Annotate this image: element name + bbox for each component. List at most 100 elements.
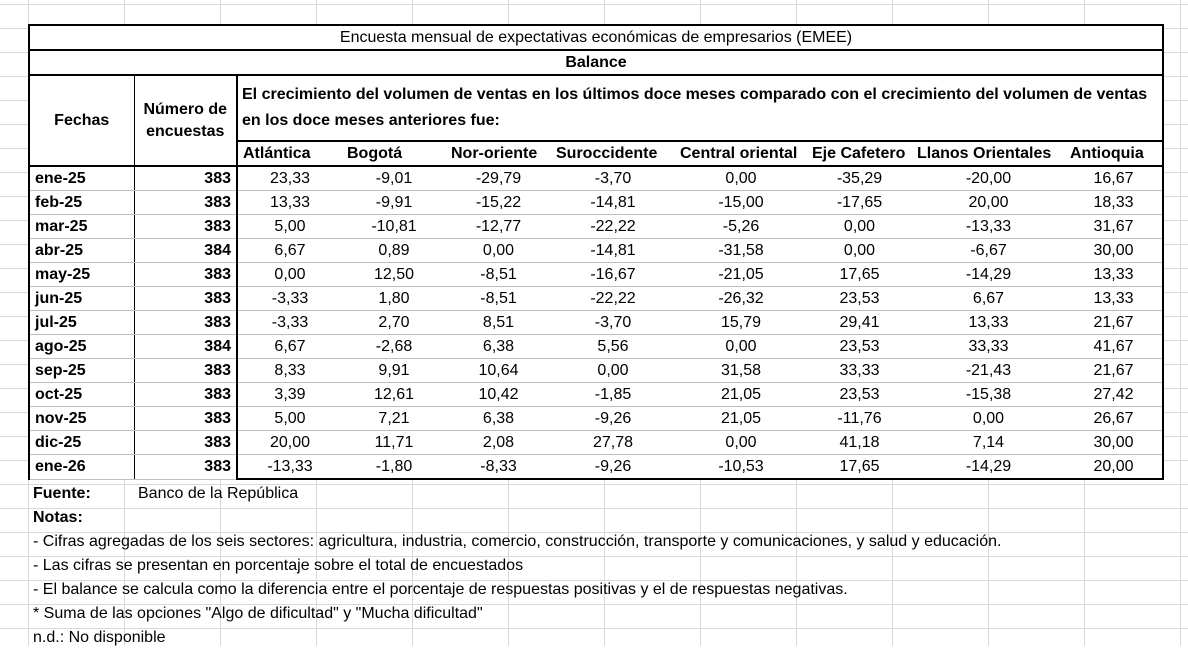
cell-value[interactable]: 11,71 — [342, 430, 446, 455]
cell-value[interactable]: 0,00 — [807, 238, 912, 263]
cell-value[interactable]: -26,32 — [675, 286, 807, 311]
cell-value[interactable]: -2,68 — [342, 334, 446, 359]
cell-value[interactable]: 23,53 — [807, 334, 912, 359]
cell-value[interactable]: 0,00 — [675, 166, 807, 191]
cell-value[interactable]: 0,00 — [675, 430, 807, 455]
cell-value[interactable]: -9,91 — [342, 190, 446, 215]
cell-value[interactable]: 5,00 — [237, 406, 342, 431]
cell-value[interactable]: 6,38 — [446, 334, 551, 359]
cell-value[interactable]: 33,33 — [807, 358, 912, 383]
cell-fecha[interactable]: oct-25 — [28, 382, 135, 407]
cell-value[interactable]: 6,67 — [237, 238, 342, 263]
cell-value[interactable]: -21,43 — [912, 358, 1065, 383]
cell-value[interactable]: -1,80 — [342, 454, 446, 480]
cell-value[interactable]: -22,22 — [551, 286, 675, 311]
cell-value[interactable]: 2,70 — [342, 310, 446, 335]
cell-value[interactable]: 1,80 — [342, 286, 446, 311]
cell-value[interactable]: 2,08 — [446, 430, 551, 455]
region-header[interactable]: Llanos Orientales — [912, 141, 1065, 167]
region-header[interactable]: Central oriental — [675, 141, 807, 167]
cell-value[interactable]: 41,18 — [807, 430, 912, 455]
note-line[interactable]: - Cifras agregadas de los seis sectores:… — [33, 533, 1002, 550]
cell-numero[interactable]: 383 — [134, 166, 238, 191]
cell-value[interactable]: 18,33 — [1065, 190, 1165, 215]
cell-value[interactable]: 17,65 — [807, 262, 912, 287]
cell-value[interactable]: 21,67 — [1065, 310, 1165, 335]
cell-value[interactable]: 7,21 — [342, 406, 446, 431]
cell-fecha[interactable]: jul-25 — [28, 310, 135, 335]
cell-value[interactable]: 0,00 — [446, 238, 551, 263]
cell-value[interactable]: -29,79 — [446, 166, 551, 191]
cell-numero[interactable]: 383 — [134, 262, 238, 287]
cell-value[interactable]: -22,22 — [551, 214, 675, 239]
cell-numero[interactable]: 383 — [134, 406, 238, 431]
cell-numero[interactable]: 383 — [134, 214, 238, 239]
cell-value[interactable]: -11,76 — [807, 406, 912, 431]
cell-value[interactable]: -3,33 — [237, 310, 342, 335]
cell-value[interactable]: 10,64 — [446, 358, 551, 383]
cell-numero[interactable]: 384 — [134, 334, 238, 359]
cell-value[interactable]: -10,81 — [342, 214, 446, 239]
fuente-label[interactable]: Fuente: — [33, 485, 91, 502]
region-header[interactable]: Atlántica — [237, 141, 342, 167]
cell-value[interactable]: -5,26 — [675, 214, 807, 239]
cell-value[interactable]: 8,51 — [446, 310, 551, 335]
cell-value[interactable]: 31,58 — [675, 358, 807, 383]
region-header[interactable]: Nor-oriente — [446, 141, 551, 167]
cell-value[interactable]: 17,65 — [807, 454, 912, 480]
region-header[interactable]: Eje Cafetero — [807, 141, 912, 167]
cell-value[interactable]: 41,67 — [1065, 334, 1165, 359]
cell-value[interactable]: 21,05 — [675, 406, 807, 431]
cell-numero[interactable]: 383 — [134, 430, 238, 455]
cell-value[interactable]: -10,53 — [675, 454, 807, 480]
fuente-value[interactable]: Banco de la República — [138, 485, 299, 502]
cell-value[interactable]: -21,05 — [675, 262, 807, 287]
cell-value[interactable]: -15,00 — [675, 190, 807, 215]
region-header[interactable]: Bogotá — [342, 141, 446, 167]
cell-value[interactable]: 29,41 — [807, 310, 912, 335]
cell-numero[interactable]: 383 — [134, 286, 238, 311]
cell-value[interactable]: -15,22 — [446, 190, 551, 215]
cell-value[interactable]: 12,50 — [342, 262, 446, 287]
cell-numero[interactable]: 383 — [134, 358, 238, 383]
cell-value[interactable]: 5,56 — [551, 334, 675, 359]
cell-value[interactable]: 0,89 — [342, 238, 446, 263]
cell-numero[interactable]: 383 — [134, 190, 238, 215]
cell-numero[interactable]: 383 — [134, 310, 238, 335]
cell-fecha[interactable]: abr-25 — [28, 238, 135, 263]
cell-value[interactable]: 30,00 — [1065, 430, 1165, 455]
cell-value[interactable]: 0,00 — [551, 358, 675, 383]
cell-value[interactable]: 23,33 — [237, 166, 342, 191]
cell-value[interactable]: -9,26 — [551, 406, 675, 431]
cell-value[interactable]: 0,00 — [912, 406, 1065, 431]
cell-fecha[interactable]: ago-25 — [28, 334, 135, 359]
cell-value[interactable]: -14,29 — [912, 262, 1065, 287]
cell-numero[interactable]: 383 — [134, 454, 238, 480]
cell-value[interactable]: 16,67 — [1065, 166, 1165, 191]
table-title[interactable]: Encuesta mensual de expectativas económi… — [27, 24, 1165, 51]
cell-fecha[interactable]: feb-25 — [28, 190, 135, 215]
cell-value[interactable]: -8,51 — [446, 286, 551, 311]
cell-value[interactable]: 31,67 — [1065, 214, 1165, 239]
cell-value[interactable]: -1,85 — [551, 382, 675, 407]
cell-fecha[interactable]: jun-25 — [28, 286, 135, 311]
cell-value[interactable]: 13,33 — [1065, 286, 1165, 311]
cell-value[interactable]: -13,33 — [237, 454, 342, 480]
cell-value[interactable]: -15,38 — [912, 382, 1065, 407]
cell-value[interactable]: 21,67 — [1065, 358, 1165, 383]
header-numero-encuestas[interactable]: Número de encuestas — [134, 75, 238, 167]
region-header[interactable]: Antioquia — [1065, 141, 1165, 167]
cell-value[interactable]: 23,53 — [807, 382, 912, 407]
cell-value[interactable]: -3,70 — [551, 310, 675, 335]
cell-value[interactable]: 0,00 — [237, 262, 342, 287]
cell-value[interactable]: -17,65 — [807, 190, 912, 215]
cell-value[interactable]: 3,39 — [237, 382, 342, 407]
cell-value[interactable]: 8,33 — [237, 358, 342, 383]
notas-label[interactable]: Notas: — [33, 509, 83, 526]
cell-value[interactable]: 20,00 — [237, 430, 342, 455]
cell-value[interactable]: -6,67 — [912, 238, 1065, 263]
cell-value[interactable]: 21,05 — [675, 382, 807, 407]
cell-value[interactable]: 6,38 — [446, 406, 551, 431]
cell-value[interactable]: 20,00 — [1065, 454, 1165, 480]
cell-value[interactable]: -20,00 — [912, 166, 1065, 191]
